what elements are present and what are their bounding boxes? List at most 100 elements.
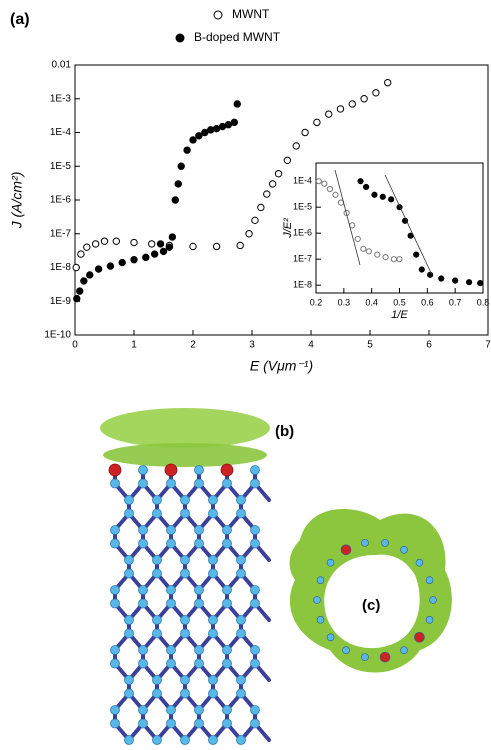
atom <box>166 658 176 669</box>
data-point <box>332 191 339 198</box>
atom <box>138 598 148 609</box>
atom <box>236 688 246 699</box>
data-point <box>148 240 156 248</box>
x-tick-label: 3 <box>249 340 255 351</box>
atom <box>110 705 120 715</box>
data-point <box>315 178 322 185</box>
data-point <box>207 126 215 134</box>
atom <box>194 645 204 655</box>
data-point <box>357 178 364 185</box>
data-point <box>477 280 484 287</box>
atom <box>164 463 178 477</box>
data-point <box>233 100 241 108</box>
atom <box>152 508 162 519</box>
x-tick-label: 0.6 <box>421 297 434 307</box>
atom <box>152 495 162 505</box>
data-point <box>325 110 333 118</box>
x-tick-label: 0.8 <box>477 297 490 307</box>
x-tick-label: 4 <box>308 340 314 351</box>
data-point <box>372 89 380 97</box>
atom <box>222 525 232 535</box>
data-point <box>195 132 203 140</box>
atom <box>208 675 218 685</box>
molecule-render <box>100 408 452 745</box>
atom <box>194 538 204 549</box>
atom <box>250 598 260 609</box>
atom <box>222 538 232 549</box>
data-point <box>268 180 277 188</box>
data-point <box>390 256 398 263</box>
density-blob <box>103 443 267 467</box>
atom <box>250 585 260 595</box>
atom <box>166 718 176 729</box>
atom <box>110 478 120 489</box>
atom <box>152 615 162 625</box>
atom <box>166 645 176 655</box>
atom <box>326 558 335 567</box>
atom <box>166 525 176 535</box>
atom <box>379 651 391 663</box>
x-tick-label: 0.3 <box>338 297 351 307</box>
atom <box>313 596 321 604</box>
atom <box>415 558 424 567</box>
atom <box>152 568 162 579</box>
atom <box>138 538 148 549</box>
x-tick-label: 0.7 <box>449 297 462 307</box>
data-point <box>230 118 239 127</box>
data-point <box>156 240 165 248</box>
data-point <box>177 162 185 170</box>
atom <box>316 576 325 584</box>
data-point <box>283 156 292 165</box>
atom <box>326 633 335 642</box>
atom <box>340 544 352 556</box>
y-tick-label: 1E-7 <box>293 254 312 264</box>
atom <box>222 585 232 595</box>
atom <box>194 718 204 729</box>
y-tick-label: 0.01 <box>52 60 72 71</box>
x-tick-label: 6 <box>426 340 432 351</box>
data-point <box>348 100 356 108</box>
atom <box>124 675 134 685</box>
data-point <box>165 243 174 251</box>
atom <box>138 478 148 489</box>
atom <box>316 616 325 624</box>
y-tick-label: 1E-4 <box>293 176 312 186</box>
atom <box>250 658 260 669</box>
atom <box>124 688 134 699</box>
data-point <box>360 245 367 252</box>
y-tick-label: 1E-8 <box>293 280 312 290</box>
legend-marker <box>213 10 223 20</box>
atom <box>194 585 204 595</box>
atom <box>180 688 190 699</box>
atom <box>222 645 232 655</box>
atom <box>108 463 122 477</box>
panel-label: (b) <box>275 423 294 440</box>
data-point <box>83 243 91 251</box>
atom <box>110 585 120 595</box>
data-point <box>274 170 283 178</box>
data-point <box>212 242 221 251</box>
atom <box>194 598 204 609</box>
data-point <box>382 254 389 261</box>
atom <box>236 735 246 745</box>
atom <box>152 555 162 565</box>
data-point <box>159 247 168 256</box>
data-point <box>257 203 265 212</box>
data-point <box>94 265 103 273</box>
atom <box>208 688 218 699</box>
data-point <box>374 251 381 258</box>
y-tick-label: 1E-7 <box>50 228 72 239</box>
legend-label: MWNT <box>232 7 270 21</box>
atom <box>342 646 350 655</box>
y-axis-label: J (A/cm²) <box>9 172 25 230</box>
atom <box>429 596 437 604</box>
data-point <box>418 266 425 273</box>
data-point <box>150 250 159 258</box>
data-point <box>236 241 244 250</box>
atom <box>425 576 434 584</box>
atom <box>138 718 148 729</box>
atom <box>250 645 260 655</box>
density-ring <box>289 508 452 673</box>
data-point <box>201 128 209 137</box>
atom <box>208 735 218 745</box>
